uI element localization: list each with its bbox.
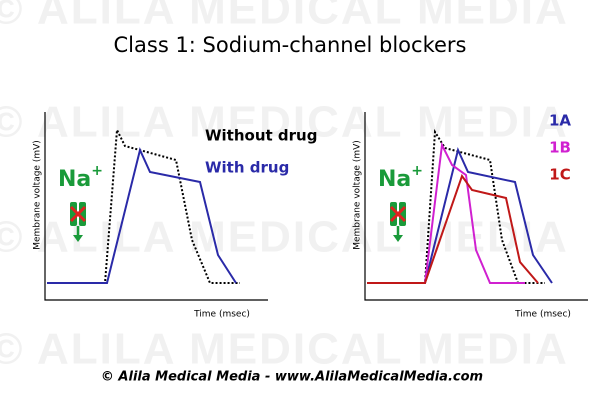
y-axis-label: Membrane voltage (mV) xyxy=(33,140,43,250)
x-axis-label: Time (msec) xyxy=(193,310,250,320)
ion-charge: + xyxy=(91,163,103,179)
legend-entry: With drug xyxy=(205,159,289,177)
ion-name: Na xyxy=(58,167,91,192)
title: Class 1: Sodium-channel blockers xyxy=(114,33,467,57)
axes xyxy=(364,112,588,301)
curve-1c xyxy=(367,173,539,284)
right-panel: Membrane voltage (mV) Time (msec) 1A 1B … xyxy=(353,112,588,320)
watermark-text: © ALILA MEDICAL MEDIA xyxy=(0,98,569,147)
x-axis-label: Time (msec) xyxy=(514,310,571,320)
footer: © Alila Medical Media - www.AlilaMedical… xyxy=(101,370,483,385)
curve-with-drug xyxy=(47,146,237,284)
curve-1b xyxy=(367,141,525,284)
watermark-text: © ALILA MEDICAL MEDIA xyxy=(0,0,569,34)
legend-entry: 1A xyxy=(549,112,571,130)
ion-symbol: Na+ xyxy=(58,163,103,192)
y-axis-label: Membrane voltage (mV) xyxy=(353,140,363,250)
watermark: © ALILA MEDICAL MEDIA © ALILA MEDICAL MED… xyxy=(0,0,569,374)
watermark-text: © ALILA MEDICAL MEDIA xyxy=(0,325,569,374)
ion-name: Na xyxy=(378,167,411,192)
legend-entry: Without drug xyxy=(205,127,317,145)
ion-icon: Na+ xyxy=(58,163,103,242)
left-panel: Membrane voltage (mV) Time (msec) Withou… xyxy=(33,112,317,320)
ion-charge: + xyxy=(411,163,423,179)
ion-icon: Na+ xyxy=(378,163,423,242)
ion-symbol: Na+ xyxy=(378,163,423,192)
legend-entry: 1B xyxy=(549,139,571,157)
legend-entry: 1C xyxy=(549,166,570,184)
curve-baseline xyxy=(367,128,545,284)
axes xyxy=(44,112,268,301)
